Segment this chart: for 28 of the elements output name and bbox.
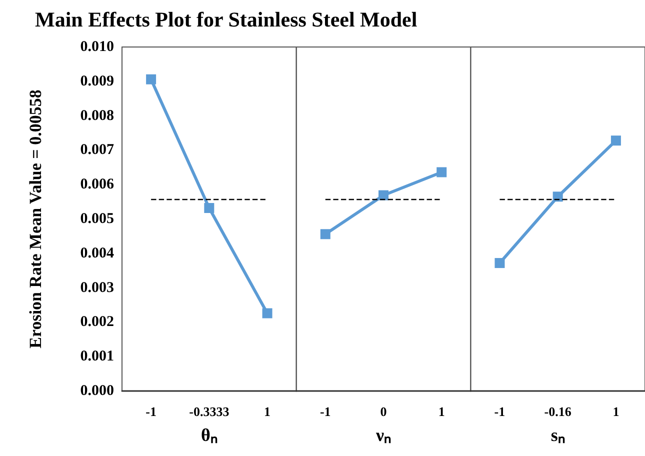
y-tick-label: 0.001 bbox=[80, 348, 114, 365]
y-tick-label: 0.002 bbox=[80, 314, 114, 330]
x-tick-label: 1 bbox=[438, 404, 445, 419]
chart-title: Main Effects Plot for Stainless Steel Model bbox=[35, 8, 418, 32]
y-tick-label: 0.008 bbox=[80, 108, 114, 124]
x-axis-title: sₙ bbox=[550, 425, 565, 445]
x-tick-label: 1 bbox=[264, 404, 271, 419]
y-tick-label: 0.009 bbox=[80, 73, 114, 90]
x-axis-title: θₙ bbox=[200, 425, 218, 445]
x-tick-label: -1 bbox=[494, 404, 506, 419]
y-tick-label: 0.010 bbox=[80, 39, 114, 55]
x-tick-label: -0.16 bbox=[544, 404, 572, 419]
point bbox=[146, 74, 156, 84]
x-tick-label: -1 bbox=[320, 404, 331, 419]
x-tick-label: 1 bbox=[612, 404, 620, 419]
point bbox=[204, 202, 214, 213]
y-axis-title: Erosion Rate Mean Value = 0.00558 bbox=[26, 90, 45, 348]
y-tick-label: 0.006 bbox=[80, 176, 114, 193]
y-tick-label: 0.000 bbox=[80, 383, 114, 399]
y-tick-label: 0.007 bbox=[80, 142, 114, 158]
x-tick-label: 0 bbox=[380, 404, 387, 419]
point bbox=[262, 308, 272, 318]
y-tick-label: 0.005 bbox=[80, 211, 114, 227]
x-axis-title: νₙ bbox=[374, 425, 392, 445]
x-tick-label: -0.3333 bbox=[189, 404, 230, 419]
x-tick-label: -1 bbox=[146, 404, 156, 419]
y-tick-label: 0.004 bbox=[80, 245, 114, 262]
y-tick-label: 0.003 bbox=[80, 280, 114, 296]
